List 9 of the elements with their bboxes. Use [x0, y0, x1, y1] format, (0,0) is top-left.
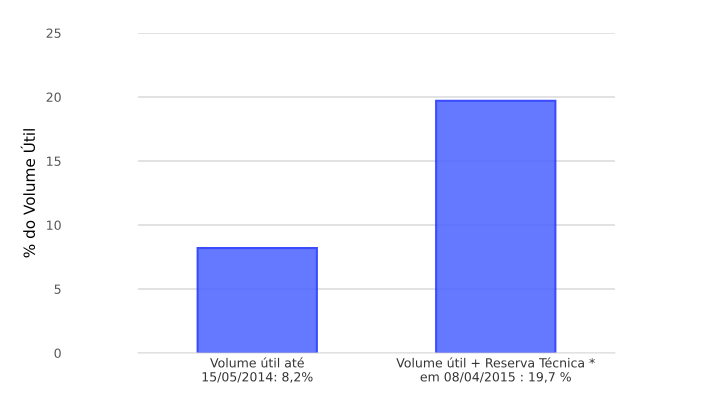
- y-tick-label: 10: [47, 220, 61, 230]
- x-tick-label: Volume útil + Reserva Técnica * em 08/04/2015 : 19,7 %: [396, 357, 595, 383]
- x-tick-label: Volume útil até 15/05/2014: 8,2%: [202, 357, 313, 383]
- y-tick-label: 0: [54, 348, 61, 358]
- y-tick-label: 5: [54, 284, 61, 294]
- y-tick-label: 20: [46, 92, 61, 102]
- y-tick-label: 15: [47, 156, 61, 166]
- y-tick-label: 25: [46, 28, 61, 38]
- y-axis-title: % do Volume Útil: [20, 129, 36, 258]
